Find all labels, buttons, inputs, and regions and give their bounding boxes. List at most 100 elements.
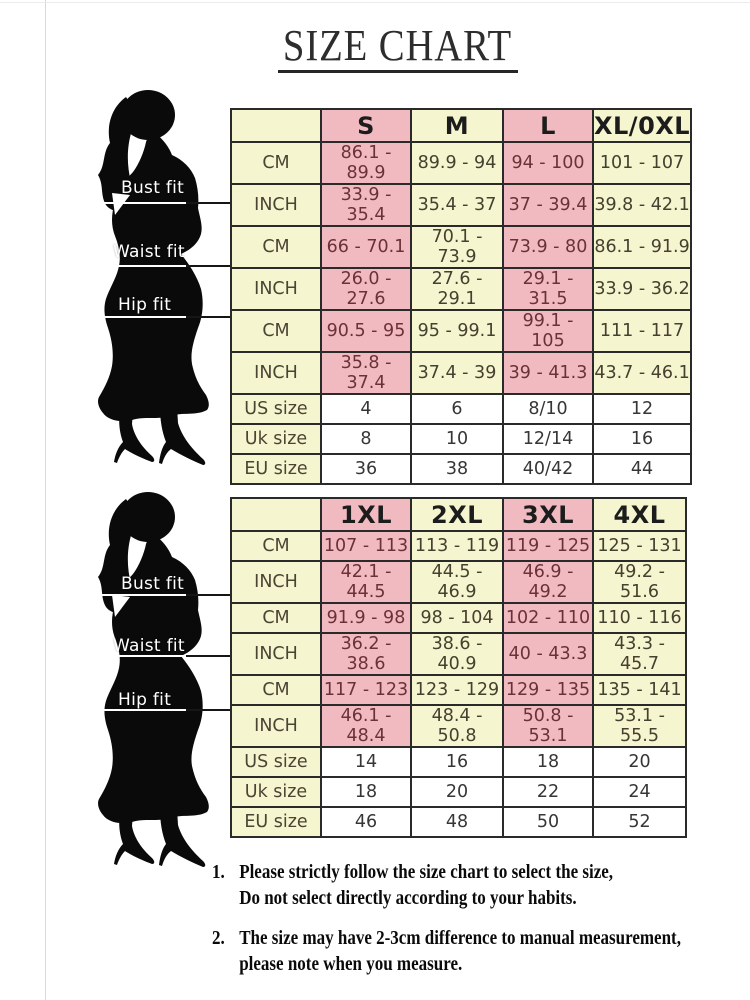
row-label-cell: INCH bbox=[230, 267, 322, 311]
note-number: 2. bbox=[212, 927, 225, 949]
waist-fit-label-2: Waist fit bbox=[113, 636, 185, 656]
bust-inch-row: INCH 33.9 - 35.4 35.4 - 37 37 - 39.4 39.… bbox=[230, 183, 693, 227]
note-line: The size may have 2-3cm difference to ma… bbox=[239, 927, 681, 949]
size-column-header: 2XL bbox=[410, 497, 504, 532]
size-value-cell: 119 - 125 bbox=[502, 530, 594, 562]
size-value-cell: 111 - 117 bbox=[591, 309, 693, 353]
size-column-header: 3XL bbox=[502, 497, 594, 532]
note-1: 1. Please strictly follow the size chart… bbox=[212, 859, 613, 911]
size-column-header: M bbox=[410, 108, 504, 143]
eu-size-row: EU size 36 38 40/42 44 bbox=[230, 453, 693, 485]
bust-inch-row: INCH 42.1 - 44.5 44.5 - 46.9 46.9 - 49.2… bbox=[230, 560, 687, 604]
size-value-cell: 102 - 110 bbox=[502, 602, 594, 634]
row-label-cell: INCH bbox=[230, 632, 322, 676]
title-underline bbox=[278, 70, 518, 73]
hip-fit-label: Hip fit bbox=[118, 295, 172, 315]
size-value-cell: 12/14 bbox=[502, 423, 594, 455]
size-value-cell: 98 - 104 bbox=[410, 602, 504, 634]
size-value-cell: 39.8 - 42.1 bbox=[591, 183, 693, 227]
row-label-cell: INCH bbox=[230, 183, 322, 227]
hip-inch-row: INCH 35.8 - 37.4 37.4 - 39 39 - 41.3 43.… bbox=[230, 351, 693, 395]
size-value-cell: 22 bbox=[502, 776, 594, 808]
size-column-header: L bbox=[502, 108, 594, 143]
size-value-cell: 8 bbox=[320, 423, 412, 455]
size-value-cell: 135 - 141 bbox=[592, 674, 687, 706]
waist-fit-line-2 bbox=[186, 655, 230, 657]
size-value-cell: 6 bbox=[410, 393, 504, 425]
eu-size-row: EU size 46 48 50 52 bbox=[230, 806, 687, 838]
size-value-cell: 94 - 100 bbox=[502, 141, 594, 185]
size-column-header: XL/0XL bbox=[591, 108, 693, 143]
hip-fit-line-white bbox=[94, 316, 188, 318]
size-value-cell: 125 - 131 bbox=[592, 530, 687, 562]
row-label-cell: EU size bbox=[230, 453, 322, 485]
size-value-cell: 89.9 - 94 bbox=[410, 141, 504, 185]
hip-inch-row: INCH 46.1 - 48.4 48.4 - 50.8 50.8 - 53.1… bbox=[230, 704, 687, 748]
note-line: Do not select directly according to your… bbox=[239, 887, 577, 909]
size-value-cell: 95 - 99.1 bbox=[410, 309, 504, 353]
hip-cm-row: CM 90.5 - 95 95 - 99.1 99.1 - 105 111 - … bbox=[230, 309, 693, 353]
size-value-cell: 129 - 135 bbox=[502, 674, 594, 706]
size-value-cell: 50 bbox=[502, 806, 594, 838]
size-value-cell: 38 bbox=[410, 453, 504, 485]
size-value-cell: 52 bbox=[592, 806, 687, 838]
row-label-cell: CM bbox=[230, 674, 322, 706]
note-line: please note when you measure. bbox=[239, 953, 463, 975]
note-2: 2. The size may have 2-3cm difference to… bbox=[212, 925, 681, 977]
header-row: S M L XL/0XL bbox=[230, 108, 693, 143]
size-value-cell: 38.6 - 40.9 bbox=[410, 632, 504, 676]
row-label-cell: Uk size bbox=[230, 423, 322, 455]
size-value-cell: 10 bbox=[410, 423, 504, 455]
hip-fit-line-2 bbox=[186, 709, 230, 711]
waist-fit-label: Waist fit bbox=[113, 242, 185, 262]
size-value-cell: 42.1 - 44.5 bbox=[320, 560, 412, 604]
size-value-cell: 33.9 - 36.2 bbox=[591, 267, 693, 311]
size-value-cell: 35.8 - 37.4 bbox=[320, 351, 412, 395]
waist-cm-row: CM 66 - 70.1 70.1 - 73.9 73.9 - 80 86.1 … bbox=[230, 225, 693, 269]
hip-cm-row: CM 117 - 123 123 - 129 129 - 135 135 - 1… bbox=[230, 674, 687, 706]
size-value-cell: 20 bbox=[410, 776, 504, 808]
size-value-cell: 53.1 - 55.5 bbox=[592, 704, 687, 748]
note-text: Please strictly follow the size chart to… bbox=[239, 859, 613, 911]
page-title: SIZE CHART bbox=[282, 21, 513, 70]
row-label-cell: US size bbox=[230, 746, 322, 778]
bust-cm-row: CM 86.1 - 89.9 89.9 - 94 94 - 100 101 - … bbox=[230, 141, 693, 185]
size-value-cell: 70.1 - 73.9 bbox=[410, 225, 504, 269]
size-value-cell: 18 bbox=[320, 776, 412, 808]
bust-cm-row: CM 107 - 113 113 - 119 119 - 125 125 - 1… bbox=[230, 530, 687, 562]
row-label-cell: INCH bbox=[230, 704, 322, 748]
note-line: Please strictly follow the size chart to… bbox=[239, 861, 614, 883]
waist-inch-row: INCH 26.0 - 27.6 27.6 - 29.1 29.1 - 31.5… bbox=[230, 267, 693, 311]
waist-fit-line-white bbox=[94, 265, 188, 267]
page-edge-vertical-line bbox=[45, 0, 46, 1000]
row-label-cell: INCH bbox=[230, 351, 322, 395]
bust-fit-line-white-2 bbox=[94, 594, 188, 596]
size-value-cell: 43.7 - 46.1 bbox=[591, 351, 693, 395]
size-column-header: S bbox=[320, 108, 412, 143]
us-size-row: US size 4 6 8/10 12 bbox=[230, 393, 693, 425]
row-label-cell: CM bbox=[230, 602, 322, 634]
row-label-cell: Uk size bbox=[230, 776, 322, 808]
size-value-cell: 110 - 116 bbox=[592, 602, 687, 634]
size-value-cell: 91.9 - 98 bbox=[320, 602, 412, 634]
size-value-cell: 113 - 119 bbox=[410, 530, 504, 562]
size-value-cell: 90.5 - 95 bbox=[320, 309, 412, 353]
size-value-cell: 73.9 - 80 bbox=[502, 225, 594, 269]
size-value-cell: 117 - 123 bbox=[320, 674, 412, 706]
size-value-cell: 37.4 - 39 bbox=[410, 351, 504, 395]
size-value-cell: 16 bbox=[410, 746, 504, 778]
size-value-cell: 46.1 - 48.4 bbox=[320, 704, 412, 748]
size-value-cell: 33.9 - 35.4 bbox=[320, 183, 412, 227]
female-silhouette-figure-1 bbox=[98, 90, 209, 465]
size-column-header: 4XL bbox=[592, 497, 687, 532]
size-value-cell: 16 bbox=[591, 423, 693, 455]
row-label-cell: CM bbox=[230, 141, 322, 185]
row-label-cell: EU size bbox=[230, 806, 322, 838]
size-value-cell: 101 - 107 bbox=[591, 141, 693, 185]
size-value-cell: 12 bbox=[591, 393, 693, 425]
row-label-cell: US size bbox=[230, 393, 322, 425]
bust-fit-label-2: Bust fit bbox=[121, 574, 185, 594]
size-value-cell: 46 bbox=[320, 806, 412, 838]
corner-cell bbox=[230, 497, 322, 532]
